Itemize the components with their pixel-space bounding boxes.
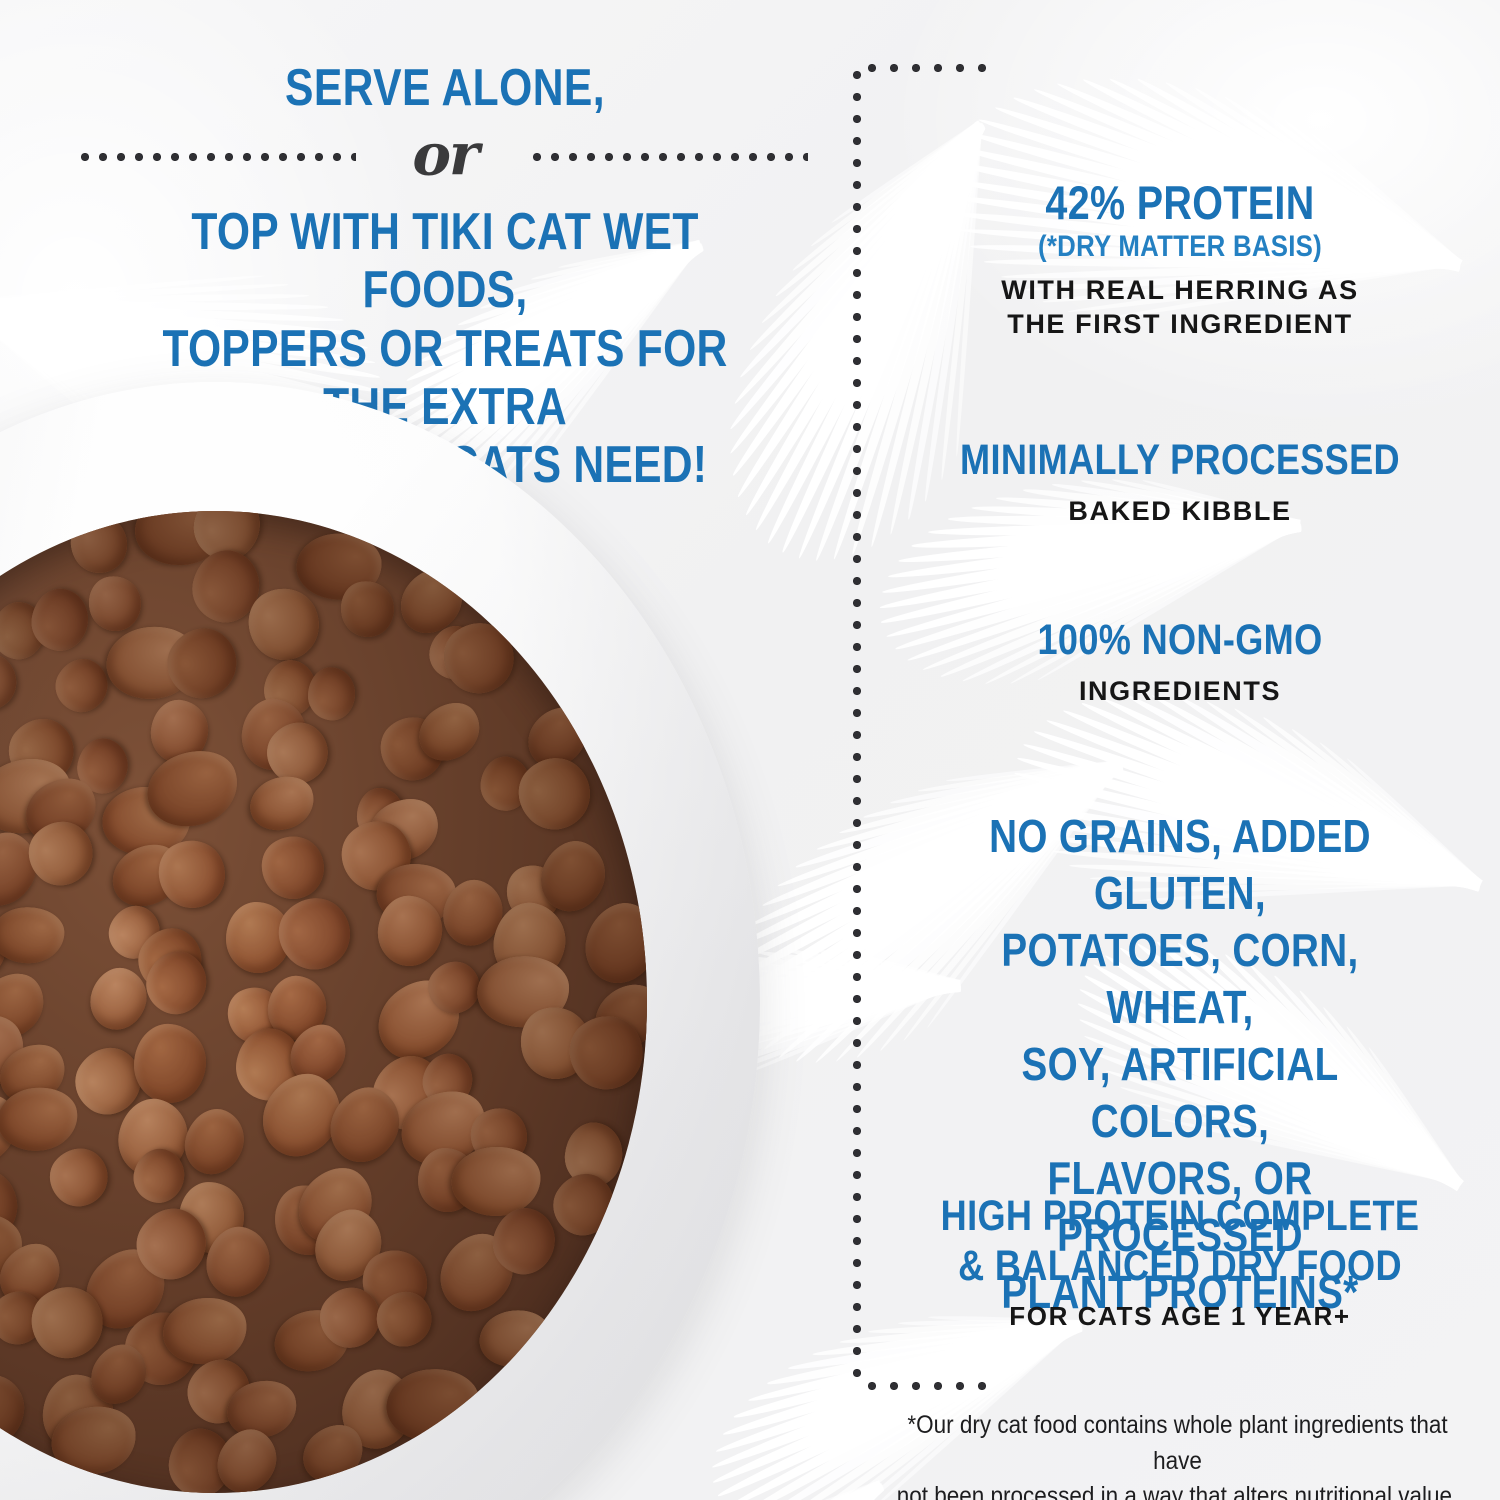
bowl-shadow: [0, 382, 760, 1500]
dotted-divider-right: [528, 153, 808, 162]
feature-non-gmo: 100% NON-GMO INGREDIENTS: [880, 616, 1480, 708]
feature-high-protein-title: HIGH PROTEIN COMPLETE & BALANCED DRY FOO…: [928, 1192, 1432, 1292]
dotted-divider-left: [76, 153, 356, 162]
feature-no-grains-title: NO GRAINS, ADDED GLUTEN, POTATOES, CORN,…: [928, 808, 1432, 1321]
feature-no-grains-line-1: NO GRAINS, ADDED GLUTEN,: [989, 810, 1371, 920]
feature-minimally-processed-detail: BAKED KIBBLE: [1068, 495, 1292, 526]
feature-no-grains-line-5: PLANT PROTEINS*: [1001, 1266, 1359, 1319]
headline-body-line-2: TOPPERS OR TREATS FOR THE EXTRA: [162, 319, 728, 436]
feature-protein-basis: (*DRY MATTER BASIS): [1038, 229, 1322, 263]
feature-minimally-processed: MINIMALLY PROCESSED BAKED KIBBLE: [880, 436, 1480, 528]
feature-protein: 42% PROTEIN (*DRY MATTER BASIS) WITH REA…: [880, 178, 1480, 341]
right-panel-features: 42% PROTEIN (*DRY MATTER BASIS) WITH REA…: [880, 0, 1480, 1500]
feature-non-gmo-detail: INGREDIENTS: [1078, 675, 1282, 706]
feature-no-grains-line-2: POTATOES, CORN, WHEAT,: [1001, 924, 1359, 1034]
bracket-top-horizontal: [861, 64, 989, 72]
kibble-bowl-photo: [0, 382, 760, 1500]
feature-minimally-processed-title: MINIMALLY PROCESSED: [960, 436, 1400, 484]
bracket-bottom-horizontal: [861, 1382, 989, 1390]
footnote-line-1: *Our dry cat food contains whole plant i…: [907, 1411, 1448, 1475]
feature-high-protein-line-1: HIGH PROTEIN COMPLETE: [940, 1192, 1420, 1240]
footnote: *Our dry cat food contains whole plant i…: [887, 1408, 1468, 1500]
feature-protein-detail-line-1: WITH REAL HERRING AS: [1001, 274, 1359, 305]
feature-no-grains-line-4: FLAVORS, OR PROCESSED: [1047, 1152, 1313, 1262]
feature-high-protein-line-2: & BALANCED DRY FOOD: [958, 1241, 1402, 1290]
feature-non-gmo-title: 100% NON-GMO: [1037, 616, 1323, 664]
feature-protein-title: 42% PROTEIN: [1045, 176, 1315, 229]
bracket-vertical: [853, 64, 861, 1390]
headline-body-line-1: TOP WITH TIKI CAT WET FOODS,: [191, 203, 699, 320]
feature-high-protein-detail: FOR CATS AGE 1 YEAR+: [1009, 1300, 1351, 1331]
bracket-notch-arrow: [812, 700, 864, 796]
feature-protein-detail-line-2: THE FIRST INGREDIENT: [1007, 308, 1353, 339]
left-panel: SERVE ALONE, or TOP WITH TIKI CAT WET FO…: [0, 59, 830, 1500]
footnote-line-2: not been processed in a way that alters …: [896, 1482, 1459, 1500]
feature-high-protein: HIGH PROTEIN COMPLETE & BALANCED DRY FOO…: [880, 1192, 1480, 1333]
headline-serve-alone: SERVE ALONE,: [284, 59, 606, 117]
or-script-word: or: [412, 120, 479, 189]
feature-no-grains-line-3: SOY, ARTIFICIAL COLORS,: [1021, 1038, 1339, 1148]
or-divider-row: or: [60, 120, 830, 193]
feature-protein-detail: WITH REAL HERRING AS THE FIRST INGREDIEN…: [880, 273, 1480, 341]
feature-no-grains: NO GRAINS, ADDED GLUTEN, POTATOES, CORN,…: [880, 808, 1480, 1321]
